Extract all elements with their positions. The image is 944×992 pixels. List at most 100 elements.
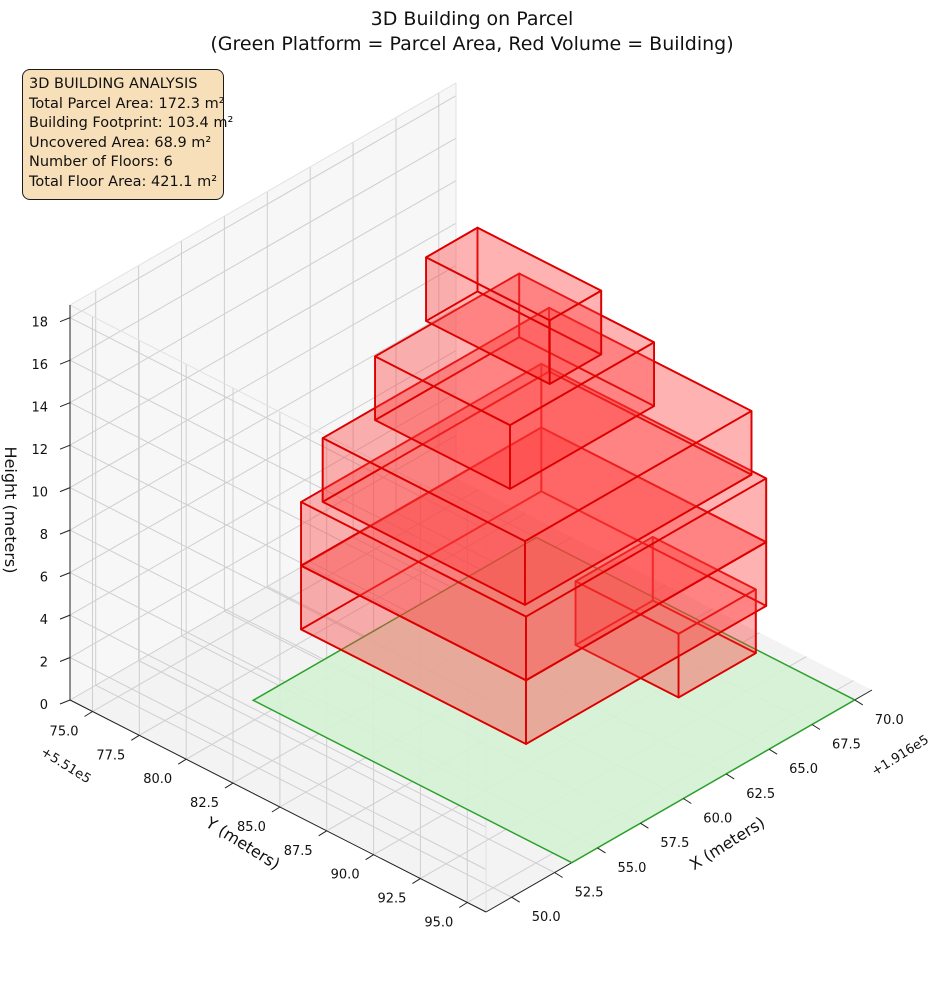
pane-edge-top-right — [69, 82, 457, 306]
y-tick-mark — [412, 878, 421, 885]
grid-line-z-right — [69, 477, 457, 701]
pane-right-wall — [70, 83, 456, 700]
x-tick-label: 65.0 — [789, 762, 818, 777]
x-tick-label: 52.5 — [575, 886, 604, 901]
x-tick-label: 57.5 — [660, 836, 689, 851]
z-tick-mark — [59, 699, 71, 705]
y-tick-mark — [131, 734, 140, 741]
grid-line-z-left — [69, 317, 487, 531]
building-floor-4 — [321, 306, 753, 606]
z-tick-mark — [59, 614, 71, 620]
grid-line-y-floor — [139, 512, 526, 736]
floor-face-top — [300, 362, 768, 618]
grid-line-z-right — [69, 307, 457, 531]
building-layer — [300, 226, 768, 745]
z-tick-label: 16 — [31, 358, 48, 373]
x-tick-label: 70.0 — [875, 713, 904, 728]
grid-line-y-floor — [92, 489, 479, 712]
x-tick-mark — [725, 773, 735, 780]
z-tick-label: 18 — [31, 316, 48, 331]
grid-line-z-right — [69, 95, 457, 319]
floor-face-top — [425, 226, 603, 322]
grid-line-z-right — [69, 137, 457, 361]
x-tick-mark — [768, 748, 778, 755]
x-tick-label: 55.0 — [618, 861, 647, 876]
building-analysis-box: 3D BUILDING ANALYSIS Total Parcel Area: … — [22, 69, 234, 200]
grid-line-z-right — [69, 180, 457, 404]
x-tick-mark — [683, 798, 692, 804]
x-tick-label: 62.5 — [746, 787, 775, 802]
building-floor-5 — [374, 272, 655, 490]
y-tick-label: 92.5 — [377, 892, 406, 907]
info-heading: 3D BUILDING ANALYSIS — [29, 76, 198, 92]
grid-line-z-right — [69, 222, 457, 446]
grid-line-z-left — [69, 614, 487, 828]
x-tick-label: 60.0 — [703, 812, 732, 827]
x-offset-label: +1.916e5 — [869, 733, 932, 780]
y-tick-label: 90.0 — [331, 868, 360, 883]
chart-subtitle: (Green Platform = Parcel Area, Red Volum… — [210, 33, 733, 55]
z-tick-label: 10 — [31, 486, 48, 501]
x-tick-mark — [511, 896, 520, 903]
y-tick-label: 95.0 — [424, 916, 453, 931]
z-tick-label: 4 — [40, 613, 48, 628]
floor-face-top — [321, 306, 753, 543]
x-tick-mark — [554, 872, 563, 878]
z-tick-mark — [59, 359, 71, 365]
chart-title: 3D Building on Parcel — [371, 8, 574, 30]
y-tick-label: 82.5 — [190, 796, 219, 811]
grid-line-z-right — [69, 350, 457, 574]
info-total-floor-area: Total Floor Area: 421.1 m² — [29, 173, 218, 190]
y-tick-mark — [271, 806, 281, 813]
y-axis-line — [69, 699, 487, 913]
z-tick-label: 12 — [31, 443, 48, 458]
y-tick-mark — [459, 902, 468, 908]
z-tick-mark — [59, 402, 71, 408]
grid-line-z-right — [69, 392, 457, 616]
z-tick-label: 8 — [40, 528, 48, 543]
y-tick-mark — [224, 782, 234, 789]
grid-line-z-left — [69, 402, 487, 616]
x-tick-label: 50.0 — [532, 910, 561, 925]
z-tick-mark — [59, 317, 71, 323]
z-tick-mark — [59, 657, 71, 662]
z-tick-mark — [59, 529, 71, 535]
z-tick-mark — [59, 487, 71, 493]
grid-line-z-right — [69, 265, 457, 489]
building-floor-6 — [425, 226, 603, 385]
z-tick-mark — [59, 572, 71, 578]
building-floor-2 — [300, 426, 768, 745]
info-building-footprint: Building Footprint: 103.4 m² — [29, 115, 234, 131]
y-offset-label: +5.51e5 — [38, 745, 94, 787]
y-tick-label: 85.0 — [237, 820, 266, 835]
tick-labels: 50.0 52.5 55.0 57.5 60.0 62.5 65.0 67.5 70.0 75.0… — [31, 316, 903, 931]
y-tick-label: 75.0 — [50, 725, 79, 740]
y-tick-mark — [318, 830, 327, 837]
y-tick-mark — [177, 758, 187, 765]
x-tick-label: 67.5 — [832, 738, 861, 753]
building-floor-1 — [574, 536, 757, 699]
building-floor-3 — [300, 362, 768, 682]
x-tick-mark — [597, 847, 606, 854]
info-number-of-floors: Number of Floors: 6 — [29, 154, 173, 170]
z-tick-label: 0 — [40, 698, 48, 713]
pane-edge-top-left — [69, 304, 487, 518]
z-axis-label: Height (meters) — [1, 447, 20, 574]
y-tick-mark — [84, 711, 93, 717]
grid-line-z-left — [69, 359, 487, 573]
z-tick-mark — [59, 444, 71, 450]
info-total-parcel-area: Total Parcel Area: 172.3 m² — [29, 95, 225, 112]
grid-line-z-left — [69, 657, 487, 870]
y-tick-label: 77.5 — [96, 748, 125, 763]
x-tick-mark — [811, 724, 821, 730]
y-tick-label: 80.0 — [143, 772, 172, 787]
z-tick-label: 2 — [40, 656, 48, 671]
x-tick-mark — [640, 822, 649, 829]
x-tick-mark — [854, 699, 864, 706]
info-uncovered-area: Uncovered Area: 68.9 m² — [29, 134, 212, 151]
y-tick-label: 87.5 — [284, 844, 313, 859]
floor-face-top — [374, 272, 655, 427]
y-tick-mark — [365, 854, 374, 861]
z-tick-label: 14 — [31, 401, 48, 416]
